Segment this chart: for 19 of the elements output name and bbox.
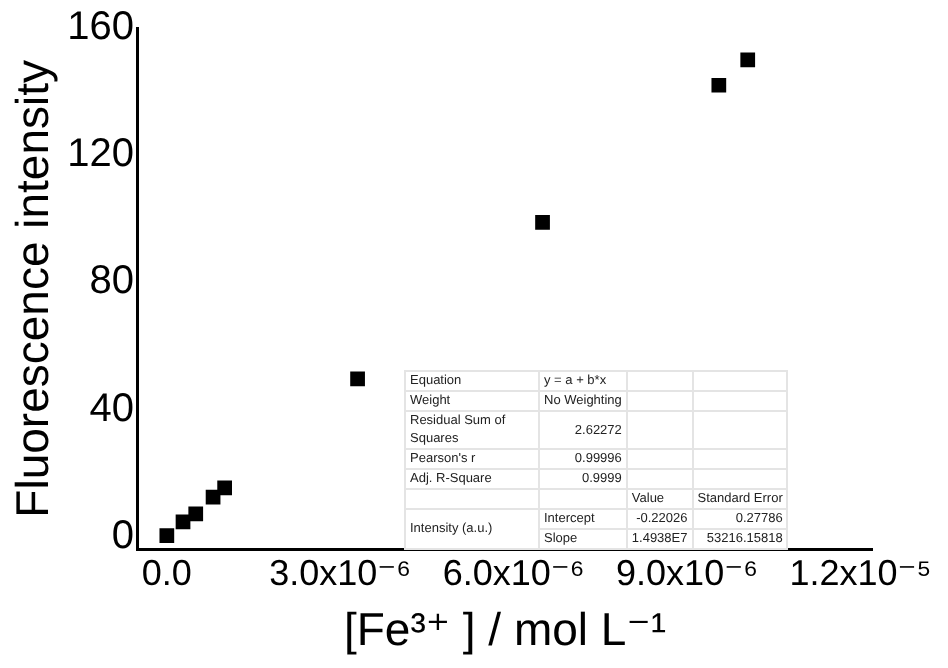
point xyxy=(740,52,756,68)
x-tick-label: 3.0x10⁻⁶ xyxy=(269,553,412,594)
point xyxy=(159,528,175,543)
y-axis-title: Fluorescence intensity xyxy=(6,58,59,518)
x-axis-title: [Fe³⁺ ] / mol L⁻¹ xyxy=(343,603,667,656)
y-tick-label: 80 xyxy=(89,259,134,304)
x-tick-label: 1.2x10⁻⁵ xyxy=(789,553,932,594)
y-tick-label: 40 xyxy=(89,386,134,431)
y-tick-label: 120 xyxy=(67,132,134,177)
x-tick-label: 9.0x10⁻⁶ xyxy=(616,553,759,594)
point xyxy=(711,77,727,93)
point xyxy=(535,214,550,230)
x-tick-label: 6.0x10⁻⁶ xyxy=(442,553,585,594)
point xyxy=(188,506,204,522)
point xyxy=(217,480,232,496)
y-tick-label: 160 xyxy=(67,5,134,50)
y-tick-label: 0 xyxy=(111,513,134,558)
x-tick-label: 0.0 xyxy=(141,553,192,594)
point xyxy=(350,371,365,387)
